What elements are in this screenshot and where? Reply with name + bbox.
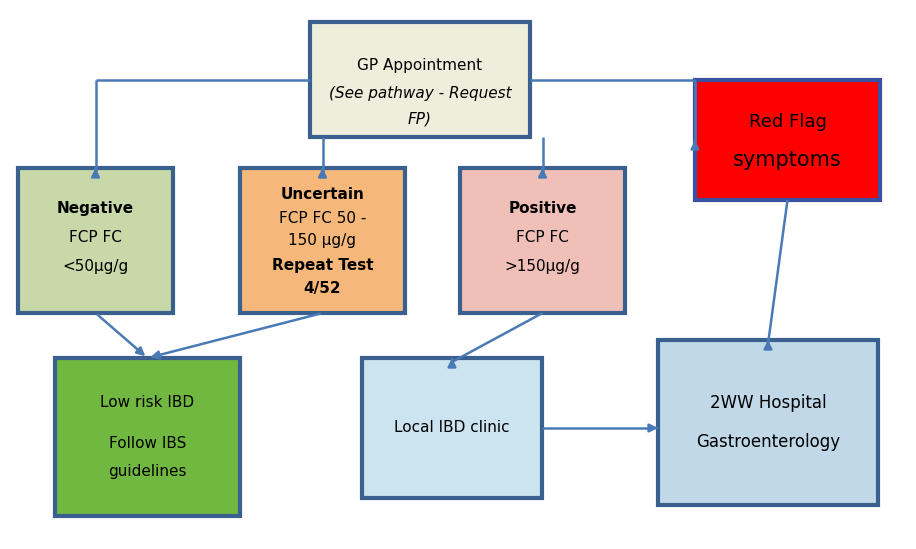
Text: FCP FC: FCP FC [69,230,122,245]
FancyBboxPatch shape [240,168,405,313]
Text: FCP FC: FCP FC [516,230,569,245]
FancyBboxPatch shape [310,22,530,137]
Text: <50μg/g: <50μg/g [62,259,128,274]
Text: FP): FP) [408,111,432,126]
Text: Uncertain: Uncertain [280,187,365,201]
Text: (See pathway - Request: (See pathway - Request [329,86,511,101]
Text: Negative: Negative [57,201,134,216]
FancyBboxPatch shape [362,358,542,498]
Text: FCP FC 50 -: FCP FC 50 - [278,211,366,226]
Text: guidelines: guidelines [108,464,187,479]
Text: Red Flag: Red Flag [748,113,826,131]
Text: 4/52: 4/52 [304,281,342,296]
FancyBboxPatch shape [18,168,173,313]
Text: symptoms: symptoms [733,150,842,170]
Text: Follow IBS: Follow IBS [109,436,186,451]
FancyBboxPatch shape [460,168,625,313]
Text: GP Appointment: GP Appointment [357,58,483,73]
FancyBboxPatch shape [695,80,880,200]
Text: Positive: Positive [508,201,577,216]
Text: Low risk IBD: Low risk IBD [101,395,194,410]
Text: Repeat Test: Repeat Test [272,257,374,273]
FancyBboxPatch shape [658,340,878,505]
Text: Gastroenterology: Gastroenterology [696,433,840,451]
FancyBboxPatch shape [55,358,240,516]
Text: >150μg/g: >150μg/g [505,259,581,274]
Text: 150 μg/g: 150 μg/g [289,233,356,248]
Text: 2WW Hospital: 2WW Hospital [710,394,826,412]
Text: Local IBD clinic: Local IBD clinic [394,421,510,435]
